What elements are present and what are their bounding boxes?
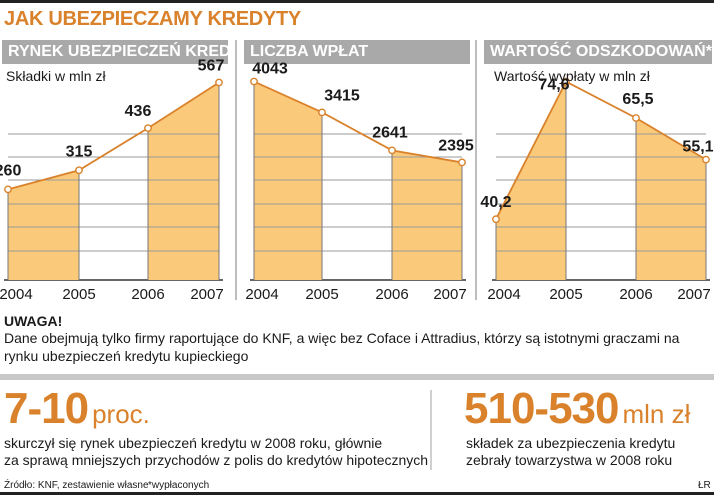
data-point (4, 185, 12, 194)
value-label: 4043 (252, 61, 288, 78)
stat-left-unit: proc. (92, 399, 150, 429)
value-label: 567 (198, 57, 225, 74)
stat-left-figure: 7-10 proc. (4, 384, 150, 434)
stat-right-line2: zebrały towarzystwa w 2008 roku (466, 452, 673, 468)
x-tick-label: 2007 (677, 286, 710, 303)
data-point (250, 77, 258, 86)
x-tick-label: 2007 (190, 286, 223, 303)
y-axis-label: Składki w mln zł (6, 68, 106, 84)
x-tick-label: 2005 (305, 286, 338, 303)
data-point (318, 108, 326, 117)
value-label: 74,6 (538, 77, 569, 94)
stat-right-description: składek za ubezpieczenia kredytu zebrały… (466, 435, 675, 469)
data-point (215, 78, 223, 87)
page-title: JAK UBEZPIECZAMY KREDYTY (4, 8, 301, 30)
area-segment (254, 81, 322, 280)
value-label: 436 (125, 103, 152, 120)
value-label: 40,2 (480, 194, 511, 211)
x-tick-label: 2006 (131, 286, 164, 303)
series-line (7, 81, 220, 191)
data-point (632, 114, 640, 122)
value-label: 2641 (372, 124, 408, 141)
notice-text: Dane obejmują tylko firmy raportujące do… (4, 330, 680, 364)
data-point (492, 215, 500, 224)
panel-title-wartosc: WARTOŚĆ ODSZKODOWAŃ* (490, 43, 712, 60)
data-point (144, 124, 152, 133)
area-segment (636, 118, 706, 280)
stat-left-line2: za sprawą mniejszych przychodów z polis … (4, 452, 429, 468)
value-label: 55,1 (682, 139, 713, 156)
top-rule (0, 0, 714, 3)
panel-header-liczba: LICZBA WPŁAT (244, 40, 470, 64)
notice-title: UWAGA! (4, 313, 63, 329)
value-label: 315 (66, 143, 93, 160)
footer-footnote: *wypłaconych (148, 480, 210, 491)
value-label: 65,5 (622, 91, 653, 108)
x-tick-label: 2006 (619, 286, 652, 303)
chart-wartosc: 40,2 74,6 65,5 55,1 2004 2005 2006 2007 Wartość … (480, 68, 713, 303)
stat-right-figure: 510-530 mln zł (464, 384, 690, 434)
footer-author: ŁR (698, 480, 711, 491)
value-label: 260 (0, 162, 21, 179)
bottom-rule (0, 492, 714, 495)
data-point (75, 166, 83, 175)
x-tick-label: 2004 (245, 286, 278, 303)
stat-right-unit: mln zł (622, 399, 691, 429)
panel-header-rynek: RYNEK UBEZPIECZEŃ KREDYTU (2, 40, 228, 64)
stat-left-line1: skurczył się rynek ubezpieczeń kredytu w… (4, 435, 383, 451)
x-tick-label: 2004 (0, 286, 33, 303)
y-axis-label: Wartość wypłaty w mln zł (494, 68, 651, 84)
series-line (495, 80, 707, 220)
charts-canvas: 260 315 436 567 2004 2005 2006 2007 Składki w ml… (0, 40, 714, 303)
stat-left-number: 7-10 (4, 384, 89, 433)
stat-left-description: skurczył się rynek ubezpieczeń kredytu w… (4, 435, 428, 469)
series-line (253, 80, 463, 164)
panel-header-wartosc: WARTOŚĆ ODSZKODOWAŃ* (484, 40, 712, 64)
data-point (388, 146, 396, 155)
section-divider (0, 374, 714, 380)
area-segment (392, 150, 462, 280)
area-segment (8, 170, 79, 280)
stat-right-number: 510-530 (464, 384, 619, 433)
stat-right-line1: składek za ubezpieczenia kredytu (466, 435, 676, 451)
x-tick-label: 2005 (62, 286, 95, 303)
footer-source: Źródło: KNF, zestawienie własne (4, 480, 149, 491)
data-point (562, 77, 570, 86)
x-tick-label: 2004 (487, 286, 520, 303)
area-segment (148, 82, 219, 281)
data-point (702, 155, 710, 164)
value-label: 3415 (324, 87, 360, 104)
x-tick-label: 2006 (375, 286, 408, 303)
chart-liczba: 4043 3415 2641 2395 2004 2005 2006 2007 (245, 61, 474, 303)
value-label: 2395 (438, 137, 474, 154)
chart-rynek: 260 315 436 567 2004 2005 2006 2007 Składki w ml… (0, 57, 224, 303)
panel-title-liczba: LICZBA WPŁAT (250, 43, 369, 60)
data-point (458, 158, 466, 167)
x-tick-label: 2005 (549, 286, 582, 303)
panel-title-rynek: RYNEK UBEZPIECZEŃ KREDYTU (8, 43, 228, 60)
stat-divider (430, 390, 432, 470)
x-tick-label: 2007 (433, 286, 466, 303)
area-segment (496, 81, 566, 280)
